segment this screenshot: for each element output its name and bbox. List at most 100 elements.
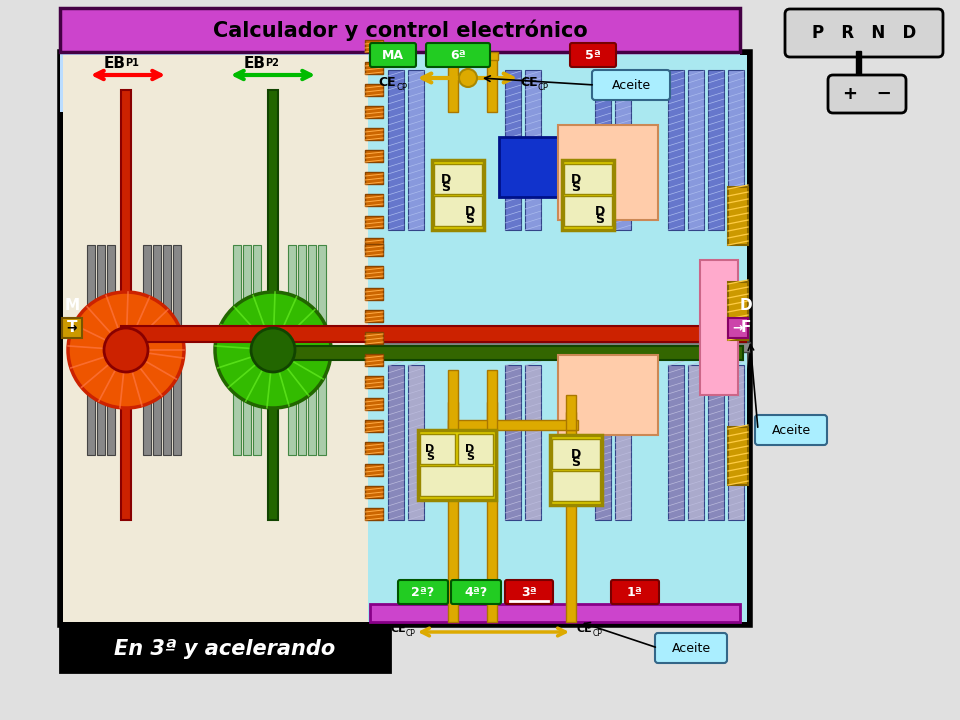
Bar <box>143 245 151 455</box>
Bar <box>552 439 600 469</box>
FancyBboxPatch shape <box>370 43 416 67</box>
Bar <box>60 52 750 625</box>
Text: S: S <box>571 456 581 469</box>
Bar <box>173 245 181 455</box>
Bar <box>448 57 458 112</box>
FancyBboxPatch shape <box>570 43 616 67</box>
Text: D: D <box>595 204 605 217</box>
FancyBboxPatch shape <box>451 580 501 604</box>
Bar <box>163 245 171 455</box>
Bar <box>288 245 296 455</box>
Bar <box>368 342 750 352</box>
Bar <box>448 420 578 430</box>
Bar <box>253 245 261 455</box>
Bar <box>365 442 383 454</box>
Bar <box>688 365 704 520</box>
Text: D: D <box>571 448 581 461</box>
Text: S: S <box>466 212 474 225</box>
Text: 5ª: 5ª <box>585 48 601 61</box>
FancyBboxPatch shape <box>505 580 553 604</box>
Text: F: F <box>741 320 751 335</box>
Bar <box>365 420 383 432</box>
Bar <box>595 365 611 520</box>
Text: EB: EB <box>104 55 126 71</box>
Text: Aceite: Aceite <box>612 78 651 91</box>
Bar <box>558 355 658 435</box>
Bar <box>365 150 383 162</box>
Text: D: D <box>571 173 581 186</box>
Text: →: → <box>67 322 77 335</box>
Bar <box>365 376 383 388</box>
Text: Aceite: Aceite <box>772 423 810 436</box>
Text: CE: CE <box>577 624 592 634</box>
Bar <box>408 365 424 520</box>
Bar <box>728 365 744 520</box>
Bar <box>268 346 743 360</box>
Bar <box>365 288 383 300</box>
Bar <box>448 52 498 60</box>
FancyBboxPatch shape <box>828 75 906 113</box>
Bar <box>615 70 631 230</box>
Bar <box>558 125 658 220</box>
Bar <box>856 51 861 77</box>
FancyBboxPatch shape <box>785 9 943 57</box>
Bar <box>420 466 493 496</box>
Bar <box>432 160 484 230</box>
Bar <box>365 354 383 366</box>
Text: M: M <box>64 297 80 312</box>
FancyBboxPatch shape <box>755 415 827 445</box>
Bar <box>365 84 383 96</box>
Bar <box>448 402 458 622</box>
Bar <box>365 62 383 74</box>
Bar <box>564 164 612 194</box>
Bar <box>448 370 458 430</box>
FancyBboxPatch shape <box>592 70 670 100</box>
Circle shape <box>68 292 184 408</box>
Bar <box>365 508 383 520</box>
Text: Aceite: Aceite <box>671 642 710 654</box>
Text: →: → <box>732 322 743 335</box>
Bar <box>728 318 748 338</box>
Text: +   −: + − <box>843 85 892 103</box>
Bar <box>365 194 383 206</box>
Bar <box>552 471 600 501</box>
Bar <box>525 365 541 520</box>
Text: S: S <box>571 181 581 194</box>
Bar <box>487 402 497 622</box>
Text: S: S <box>466 452 474 462</box>
Text: CE: CE <box>520 76 538 89</box>
Bar <box>365 106 383 118</box>
Bar <box>499 137 563 197</box>
Circle shape <box>251 328 295 372</box>
Bar <box>63 55 368 622</box>
Bar <box>408 70 424 230</box>
Circle shape <box>230 70 750 590</box>
Bar <box>233 245 241 455</box>
Text: D: D <box>441 173 451 186</box>
Bar <box>566 395 576 430</box>
Bar <box>370 604 740 622</box>
Bar <box>566 412 576 622</box>
Circle shape <box>215 292 331 408</box>
Text: Calculador y control electrónico: Calculador y control electrónico <box>212 19 588 41</box>
Text: S: S <box>595 212 605 225</box>
Circle shape <box>104 328 148 372</box>
Bar <box>268 90 278 520</box>
Text: CE: CE <box>390 624 406 634</box>
Text: CE: CE <box>378 76 396 89</box>
Bar <box>487 57 497 112</box>
Text: T: T <box>67 320 77 335</box>
Text: P   R   N   D: P R N D <box>812 24 916 42</box>
Bar <box>728 282 748 340</box>
Bar <box>365 244 383 256</box>
Bar <box>836 76 886 81</box>
Text: 3ª: 3ª <box>521 585 537 598</box>
Bar <box>458 434 493 464</box>
FancyBboxPatch shape <box>611 580 659 604</box>
Text: 6ª: 6ª <box>450 48 466 61</box>
Bar <box>525 70 541 230</box>
Bar <box>60 626 390 672</box>
FancyBboxPatch shape <box>398 580 448 604</box>
Text: D: D <box>425 444 435 454</box>
Bar <box>121 90 131 520</box>
